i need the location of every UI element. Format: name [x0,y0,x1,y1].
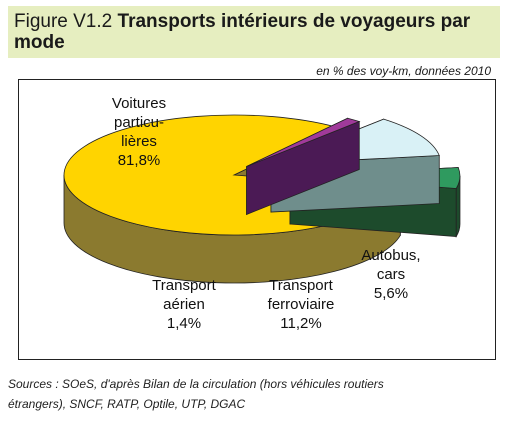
slice-label-line: cars [376,266,406,283]
slice-label-line: Transport [269,277,333,294]
slice-label-aerien: Transport aérien 1,4% [124,276,244,333]
slice-label-line: lières [121,133,157,150]
slice-label-ferroviaire: Transport ferroviaire 11,2% [241,276,361,333]
slice-label-line: particu- [113,114,165,131]
slice-top-aerien [246,117,361,167]
slice-label-line: 1,4% [166,315,202,332]
chart-subtitle: en % des voy-km, données 2010 [316,64,491,78]
source-line-2: étrangers), SNCF, RATP, Optile, UTP, DGA… [8,397,246,411]
pie-chart [63,114,461,284]
figure-label: Figure V1.2 [14,11,113,32]
chart-frame: Voitures particu-lières 81,8% Transport aéri… [18,79,496,360]
slice-label-line: ferroviaire [267,296,335,313]
slice-label-autobus: Autobus, cars 5,6% [341,246,441,303]
pie-slice-aerien [246,117,361,216]
slice-label-line: aérien [163,296,205,313]
slice-label-line: Transport [152,277,216,294]
slice-label-line: Autobus, [361,247,421,264]
source-line-1: Sources : SOeS, d'après Bilan de la circ… [8,377,384,391]
slice-label-line: 5,6% [373,285,409,302]
source-note: Sources : SOeS, d'après Bilan de la circ… [8,374,498,414]
slice-label-line: 11,2% [280,315,322,332]
figure-title: Transports intérieurs de voyageurs par m… [14,11,471,53]
chart-title: Figure V1.2 Transports intérieurs de voy… [14,11,484,53]
slice-label-line: Voitures [111,95,167,112]
title-bar [8,6,500,58]
slice-label-line: 81,8% [117,152,161,169]
slice-label-voitures: Voitures particu-lières 81,8% [74,94,204,170]
